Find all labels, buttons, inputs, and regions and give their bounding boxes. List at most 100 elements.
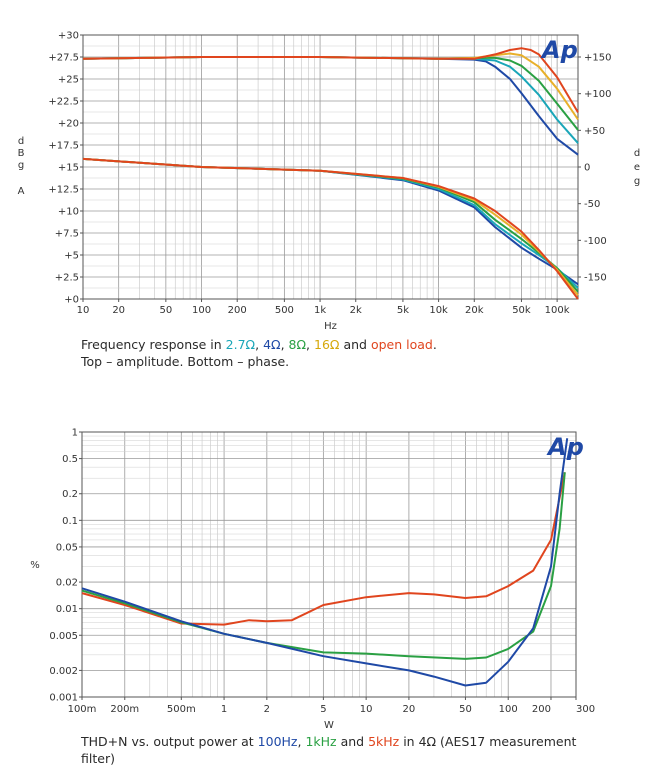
x-tick-label: 50k	[512, 305, 531, 316]
y-right-axis-label: deg	[634, 148, 640, 187]
y-right-tick-label: 0	[584, 163, 590, 174]
y-right-tick-label: -100	[584, 236, 607, 247]
frequency-response-caption: Frequency response in 2.7Ω, 4Ω, 8Ω, 16Ω …	[81, 336, 641, 370]
y-tick-label: 1	[72, 428, 78, 439]
caption-and: and	[339, 337, 371, 352]
x-tick-label: 500	[275, 305, 294, 316]
y-tick-label: 0.02	[56, 578, 78, 589]
x-tick-label: 200m	[110, 704, 139, 715]
y-right-tick-label: -50	[584, 199, 600, 210]
x-tick-label: 100	[192, 305, 211, 316]
plot-frame	[81, 431, 577, 698]
caption-sep: ,	[306, 337, 314, 352]
caption-sep: ,	[280, 337, 289, 352]
x-tick-label: 2k	[350, 305, 362, 316]
x-tick-label: 500m	[167, 704, 196, 715]
caption-sep: ,	[297, 734, 306, 749]
thd-vs-power-chart: 10.50.20.10.050.020.010.0050.0020.001100…	[30, 428, 595, 732]
series-lines	[81, 438, 569, 687]
thd-line-5khz	[81, 472, 566, 626]
legend-open-load: open load	[370, 337, 433, 352]
y-left-tick-label: +27.5	[48, 53, 79, 64]
y-right-axis-label-char: e	[634, 162, 640, 173]
y-right-tick-label: +100	[584, 89, 611, 100]
x-tick-label: 300	[576, 704, 595, 715]
y-tick-label: 0.001	[49, 693, 78, 704]
amplitude-line	[82, 56, 579, 144]
y-tick-label: 0.1	[62, 516, 78, 527]
y-tick-label: 0.002	[49, 666, 78, 677]
ap-logo: Ap	[546, 433, 584, 461]
thd-line-100hz	[81, 438, 569, 687]
legend-4-ohm: 4Ω	[263, 337, 281, 352]
phase-line	[82, 157, 579, 293]
legend-16-ohm: 16Ω	[314, 337, 340, 352]
y-axis-label: %	[30, 560, 40, 571]
phase-line	[82, 157, 579, 289]
y-left-tick-label: +20	[58, 119, 79, 130]
x-tick-label: 1	[221, 704, 227, 715]
y-left-axis-label-char: g	[18, 160, 24, 171]
x-tick-label: 200	[228, 305, 247, 316]
y-left-tick-label: +22.5	[48, 97, 79, 108]
x-tick-label: 5	[320, 704, 326, 715]
x-tick-label: 20k	[465, 305, 484, 316]
y-left-tick-label: +17.5	[48, 141, 79, 152]
y-left-axis-label-char: d	[18, 136, 24, 147]
caption-end: .	[432, 337, 437, 352]
legend-2p7-ohm: 2.7Ω	[225, 337, 256, 352]
x-tick-label: 1k	[314, 305, 326, 316]
series-lines	[82, 47, 579, 300]
y-tick-label: 0.05	[56, 542, 78, 553]
y-left-axis-label-char: B	[18, 148, 25, 159]
caption-and: and	[336, 734, 369, 749]
legend-8-ohm: 8Ω	[288, 337, 307, 352]
caption-text: in 4Ω (AES17 measurement filter)	[81, 734, 577, 766]
y-left-tick-label: +10	[58, 207, 79, 218]
x-tick-label: 100	[499, 704, 518, 715]
x-tick-label: 100m	[68, 704, 97, 715]
x-tick-label: 20	[403, 704, 416, 715]
y-left-tick-label: +0	[64, 295, 79, 306]
y-tick-label: 0.5	[62, 454, 78, 465]
y-left-tick-label: +12.5	[48, 185, 79, 196]
ap-logo: Ap	[540, 36, 578, 64]
y-left-tick-label: +30	[58, 31, 79, 42]
legend-5khz: 5kHz	[368, 734, 400, 749]
y-right-tick-label: +50	[584, 126, 605, 137]
y-left-tick-label: +5	[64, 251, 79, 262]
y-left-tick-label: +25	[58, 75, 79, 86]
caption-text: Frequency response in	[81, 337, 226, 352]
thd-caption: THD+N vs. output power at 100Hz, 1kHz an…	[81, 733, 601, 767]
x-tick-label: 20	[112, 305, 125, 316]
amplitude-line	[82, 56, 579, 156]
x-axis-label: Hz	[324, 321, 337, 332]
caption-text: THD+N vs. output power at	[81, 734, 258, 749]
caption-sep: ,	[255, 337, 264, 352]
frequency-response-chart: +0 +2.5 +5 +7.5 +10 +12.5 +15 +17.5 +20 +22.5 +25 +…	[18, 31, 641, 333]
y-left-tick-label: +2.5	[55, 273, 79, 284]
x-tick-label: 100k	[545, 305, 570, 316]
y-tick-label: 0.2	[62, 489, 78, 500]
x-axis-label: W	[324, 720, 334, 731]
x-tick-label: 50	[159, 305, 172, 316]
x-tick-label: 50	[459, 704, 472, 715]
legend-1khz: 1kHz	[305, 734, 337, 749]
y-left-tick-label: +15	[58, 163, 79, 174]
phase-line	[82, 157, 579, 300]
x-tick-label: 2	[264, 704, 270, 715]
x-tick-label: 10	[77, 305, 90, 316]
y-right-tick-label: +150	[584, 53, 611, 64]
y-tick-label: 0.005	[49, 631, 78, 642]
amplitude-line	[82, 47, 579, 113]
y-tick-label: 0.01	[56, 604, 78, 615]
x-tick-label: 200	[532, 704, 551, 715]
caption-line-2: Top – amplitude. Bottom – phase.	[81, 354, 290, 369]
y-left-axis-label: dBg A	[18, 136, 25, 197]
legend-100hz: 100Hz	[257, 734, 298, 749]
caption-line-1: Frequency response in 2.7Ω, 4Ω, 8Ω, 16Ω …	[81, 336, 641, 353]
y-right-axis-label-char: g	[634, 176, 640, 187]
y-left-tick-label: +7.5	[55, 229, 79, 240]
x-tick-label: 10	[360, 704, 373, 715]
x-tick-label: 5k	[397, 305, 409, 316]
